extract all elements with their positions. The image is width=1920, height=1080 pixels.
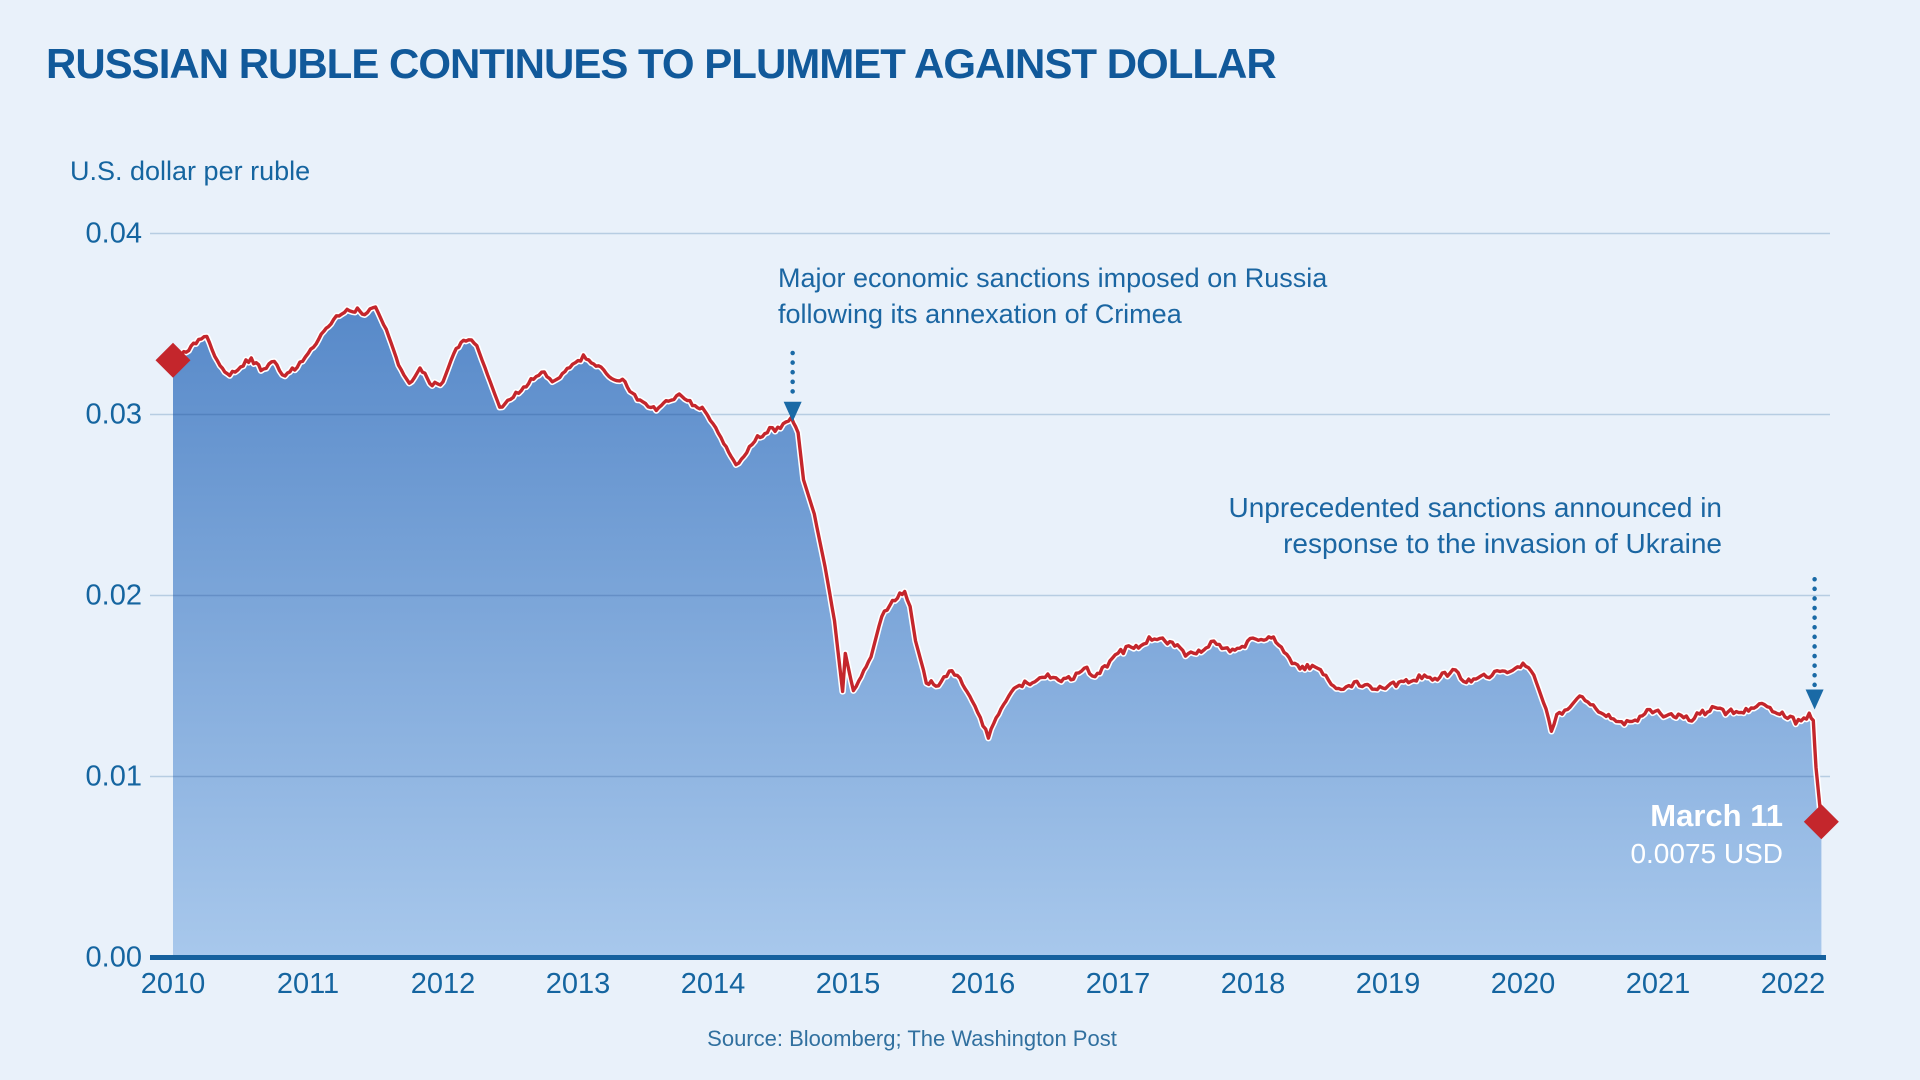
diamond-marker-series-start [155,342,191,378]
page-title: RUSSIAN RUBLE CONTINUES TO PLUMMET AGAIN… [46,40,1277,87]
annotation-crimea-line1: Major economic sanctions imposed on Russ… [778,263,1328,293]
x-tick-2011: 2011 [276,968,340,1000]
x-tick-2013: 2013 [545,968,611,1000]
endpoint-value: 0.0075 USD [1630,838,1783,869]
endpoint-callout: March 11 0.0075 USD [1630,796,1783,872]
area-fill [173,307,1822,958]
y-tick-0.01: 0.01 [85,760,142,792]
x-tick-2020: 2020 [1490,968,1556,1000]
arrow-head-crimea [783,401,802,422]
x-tick-2021: 2021 [1625,968,1691,1000]
x-tick-2015: 2015 [815,968,881,1000]
arrow-head-ukraine [1805,689,1824,710]
annotation-ukraine-line1: Unprecedented sanctions announced in [1228,492,1722,523]
x-tick-2016: 2016 [950,968,1016,1000]
x-tick-2019: 2019 [1355,968,1421,1000]
x-tick-2018: 2018 [1220,968,1286,1000]
x-tick-2017: 2017 [1085,968,1151,1000]
y-tick-0.04: 0.04 [85,217,142,249]
y-tick-0.02: 0.02 [85,579,142,611]
x-tick-2012: 2012 [410,968,476,1000]
x-tick-2010: 2010 [140,968,206,1000]
y-axis-unit-label: U.S. dollar per ruble [70,156,311,186]
series-line [171,305,1824,824]
y-tick-0.00: 0.00 [85,941,142,973]
annotation-ukraine-line2: response to the invasion of Ukraine [1283,528,1722,559]
annotation-ukraine-sanctions: Unprecedented sanctions announced in res… [1229,490,1722,562]
x-tick-2022: 2022 [1760,968,1826,1000]
annotation-crimea-sanctions: Major economic sanctions imposed on Russ… [778,260,1327,332]
endpoint-date: March 11 [1650,798,1783,833]
y-tick-0.03: 0.03 [85,398,142,430]
diamond-marker-march-11-endpoint [1803,804,1839,840]
annotation-crimea-line2: following its annexation of Crimea [778,299,1182,329]
x-tick-2014: 2014 [680,968,746,1000]
source-credit: Source: Bloomberg; The Washington Post [707,1026,1117,1051]
